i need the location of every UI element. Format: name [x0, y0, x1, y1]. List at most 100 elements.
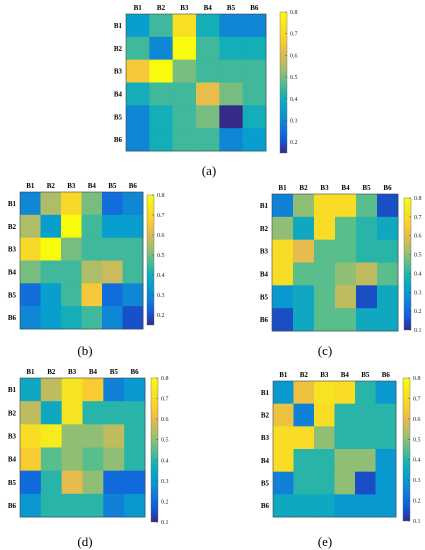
- heatmap-cell: [102, 192, 123, 216]
- colorbar-tick-label: 0.2: [413, 499, 421, 505]
- heatmap-cell: [334, 403, 356, 427]
- x-tick-label: B6: [131, 368, 140, 376]
- colorbar-tick-label: 0.1: [161, 520, 169, 526]
- heatmap-cell: [334, 449, 356, 473]
- heatmap-panel: B1 B2 B3 B4 B5 B6 B1 B2 B3 B4 B5 B6 0.2 0.3 0.4 0.5 0.6 0…: [8, 182, 165, 330]
- heatmap-cell: [293, 194, 315, 218]
- x-tick-label: B4: [341, 371, 350, 379]
- heatmap-cell: [103, 424, 125, 448]
- heatmap-cell: [242, 36, 267, 61]
- heatmap-cell: [273, 381, 294, 405]
- heatmap-cell: [81, 283, 103, 307]
- heatmap-cell: [126, 36, 150, 61]
- heatmap-cell: [355, 381, 376, 405]
- x-tick-label: B5: [227, 4, 236, 12]
- heatmap-cell: [293, 262, 315, 286]
- y-tick-label: B2: [261, 412, 270, 420]
- colorbar-tick-label: 0.6: [413, 417, 421, 423]
- heatmap-cell: [272, 194, 294, 218]
- heatmap-cell: [293, 426, 315, 450]
- colorbar-tick-label: 0.8: [290, 10, 298, 16]
- colorbar: [146, 194, 155, 326]
- heatmap-cell: [293, 239, 315, 263]
- heatmap-cell: [375, 381, 397, 405]
- heatmap-cell: [61, 470, 83, 495]
- heatmap-cell: [20, 493, 42, 518]
- colorbar-tick-label: 0.1: [413, 519, 421, 525]
- heatmap-cell: [314, 262, 336, 286]
- x-tick-label: B6: [129, 182, 138, 190]
- y-tick-label: B2: [8, 409, 17, 417]
- heatmap-cell: [314, 216, 336, 241]
- y-tick-label: B3: [8, 432, 17, 440]
- x-tick-label: B5: [108, 182, 117, 190]
- panel-label-c-text: (c): [317, 343, 333, 358]
- heatmap-cell: [103, 470, 125, 495]
- heatmap-cell: [81, 214, 103, 239]
- colorbar-tick-label: 0.7: [161, 397, 169, 403]
- heatmap-cell: [61, 378, 83, 402]
- heatmap-cell: [149, 36, 174, 61]
- heatmap-cell: [20, 401, 42, 425]
- y-tick-label: B4: [261, 457, 270, 465]
- heatmap-cell: [20, 470, 42, 495]
- heatmap-cell: [356, 308, 378, 332]
- heatmap-cell: [196, 128, 220, 152]
- colorbar-tick-label: 0.5: [161, 438, 169, 444]
- heatmap-cell: [172, 128, 197, 152]
- heatmap-cell: [377, 194, 399, 218]
- colorbar-tick-label: 0.3: [290, 119, 298, 125]
- y-tick-label: B3: [114, 68, 123, 76]
- y-tick-label: B4: [8, 456, 17, 464]
- colorbar-tick-label: 0.5: [413, 437, 421, 443]
- y-tick-label: B5: [114, 113, 123, 121]
- x-tick-label: B4: [204, 4, 213, 12]
- heatmap-cell: [149, 128, 174, 152]
- heatmap-cell: [61, 401, 83, 425]
- heatmap-cell: [314, 426, 335, 450]
- y-tick-label: B1: [8, 200, 17, 208]
- heatmap-cell: [314, 308, 336, 332]
- y-tick-label: B2: [260, 225, 269, 233]
- colorbar-tick-label: 0.1: [414, 328, 422, 334]
- colorbar-tick-label: 0.7: [290, 32, 298, 38]
- heatmap-cell: [122, 192, 144, 216]
- heatmap-cell: [242, 82, 267, 106]
- colorbar-tick-label: 0.4: [413, 458, 421, 464]
- panel-label-a-text: (a): [201, 163, 217, 178]
- heatmap-cell: [122, 237, 144, 261]
- colorbar-tick-label: 0.3: [157, 293, 165, 299]
- y-tick-label: B6: [261, 502, 270, 510]
- heatmap-cell: [61, 260, 82, 284]
- x-tick-label: B5: [110, 368, 119, 376]
- heatmap-cell: [124, 424, 146, 448]
- heatmap-cell: [81, 237, 103, 261]
- heatmap-cell: [293, 403, 315, 427]
- heatmap-cell: [20, 447, 42, 472]
- y-tick-label: B4: [114, 90, 123, 98]
- heatmap-cell: [102, 260, 123, 284]
- heatmap-cell: [124, 378, 146, 402]
- heatmap-frame: [272, 380, 397, 518]
- y-tick-label: B2: [114, 45, 123, 53]
- heatmap-cell: [293, 471, 315, 495]
- heatmap-cell: [40, 306, 62, 330]
- heatmap-cell: [172, 59, 197, 83]
- heatmap-cell: [377, 285, 399, 309]
- heatmap-cell: [172, 82, 197, 106]
- heatmap-cell: [172, 36, 197, 61]
- heatmap-cell: [355, 426, 376, 450]
- heatmap-cell: [126, 105, 150, 129]
- y-tick-label: B6: [260, 316, 269, 324]
- x-tick-label: B6: [250, 4, 259, 12]
- heatmap-cell: [242, 59, 267, 83]
- heatmap-cell: [61, 283, 82, 307]
- heatmap-cell: [20, 306, 41, 330]
- panel-label-e-text: (e): [317, 534, 333, 549]
- heatmap-cell: [355, 471, 376, 495]
- y-tick-label: B3: [8, 246, 17, 254]
- heatmap-panel: B1 B2 B3 B4 B5 B6 B1 B2 B3 B4 B5 B6 0.1 0.2 0.3 0.4 0.5 0…: [8, 368, 169, 526]
- heatmap-cell: [124, 401, 146, 425]
- x-tick-label: B2: [47, 182, 56, 190]
- heatmap-frame: [271, 193, 399, 332]
